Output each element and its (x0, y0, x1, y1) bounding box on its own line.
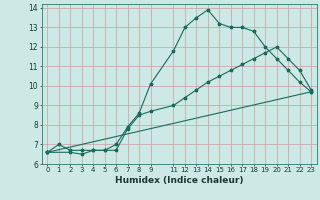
X-axis label: Humidex (Indice chaleur): Humidex (Indice chaleur) (115, 176, 244, 185)
